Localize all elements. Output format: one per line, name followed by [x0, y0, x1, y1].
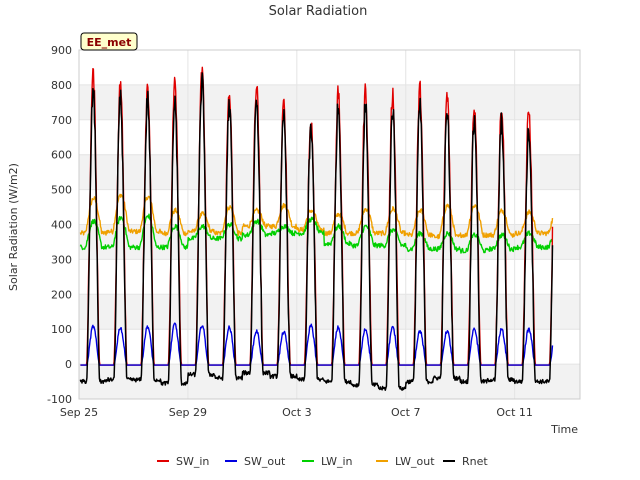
- legend-label: SW_in: [176, 455, 209, 468]
- series-line-rnet: [79, 72, 554, 391]
- plot-band: [79, 84, 580, 120]
- y-tick-label: 400: [51, 219, 72, 232]
- x-axis-label: Time: [550, 423, 578, 436]
- y-axis-ticks: -100 0 100 200 300 400 500 600 700 800 900: [47, 44, 72, 406]
- plot-band: [79, 154, 580, 190]
- y-tick-label: -100: [47, 393, 72, 406]
- station-badge-label: EE_met: [87, 36, 132, 49]
- station-badge-box: [80, 32, 138, 51]
- y-tick-label: 500: [51, 184, 72, 197]
- legend: SW_in SW_out LW_in LW_out Rnet: [157, 455, 488, 468]
- y-tick-label: 600: [51, 149, 72, 162]
- y-tick-label: 700: [51, 114, 72, 127]
- plot-band: [79, 50, 580, 85]
- y-tick-label: 900: [51, 44, 72, 57]
- plot-band: [79, 189, 580, 225]
- y-tick-label: 200: [51, 288, 72, 301]
- station-badge: EE_met: [80, 32, 138, 51]
- x-tick-label: Sep 25: [60, 406, 98, 419]
- plot-band: [79, 119, 580, 155]
- y-tick-label: 800: [51, 79, 72, 92]
- y-tick-label: 100: [51, 323, 72, 336]
- plot-frame: [78, 49, 581, 400]
- y-axis-label: Solar Radiation (W/m2): [7, 163, 20, 291]
- legend-label: SW_out: [244, 455, 286, 468]
- legend-label: LW_in: [321, 455, 353, 468]
- x-axis-ticks: Sep 25 Sep 29 Oct 3 Oct 7 Oct 11: [60, 406, 533, 419]
- y-tick-label: 300: [51, 253, 72, 266]
- chart-title: Solar Radiation: [269, 4, 368, 19]
- x-tick-label: Oct 11: [496, 406, 533, 419]
- series-layer: [79, 66, 554, 391]
- y-tick-label: 0: [65, 358, 72, 371]
- plot-band: [79, 294, 580, 330]
- legend-label: LW_out: [395, 455, 435, 468]
- x-tick-label: Oct 3: [282, 406, 312, 419]
- x-tick-label: Sep 29: [169, 406, 207, 419]
- series-line-lw-out: [79, 193, 554, 240]
- series-line-lw-in: [79, 213, 553, 254]
- legend-label: Rnet: [462, 455, 488, 468]
- x-tick-label: Oct 7: [391, 406, 421, 419]
